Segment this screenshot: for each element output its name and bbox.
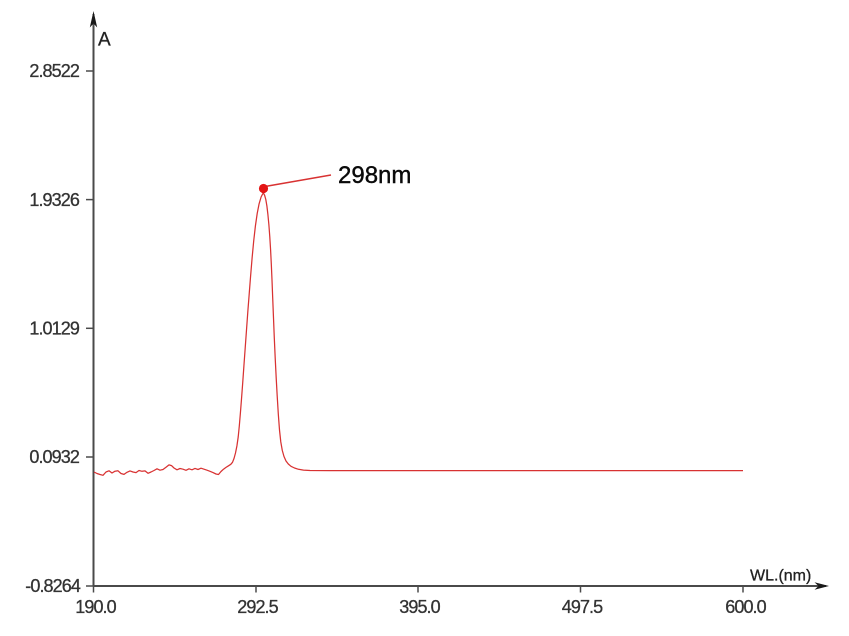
svg-text:292.5: 292.5 bbox=[237, 597, 278, 617]
svg-text:190.0: 190.0 bbox=[75, 597, 116, 617]
svg-text:0.0932: 0.0932 bbox=[29, 447, 80, 467]
svg-text:WL.(nm): WL.(nm) bbox=[750, 567, 811, 584]
svg-text:395.0: 395.0 bbox=[399, 597, 440, 617]
svg-text:2.8522: 2.8522 bbox=[29, 61, 80, 81]
svg-text:600.0: 600.0 bbox=[725, 597, 766, 617]
svg-text:A: A bbox=[98, 30, 111, 51]
svg-text:497.5: 497.5 bbox=[562, 597, 603, 617]
svg-text:-0.8264: -0.8264 bbox=[25, 576, 81, 596]
svg-text:1.0129: 1.0129 bbox=[29, 319, 80, 339]
svg-text:1.9326: 1.9326 bbox=[29, 190, 80, 210]
svg-text:298nm: 298nm bbox=[338, 162, 411, 189]
